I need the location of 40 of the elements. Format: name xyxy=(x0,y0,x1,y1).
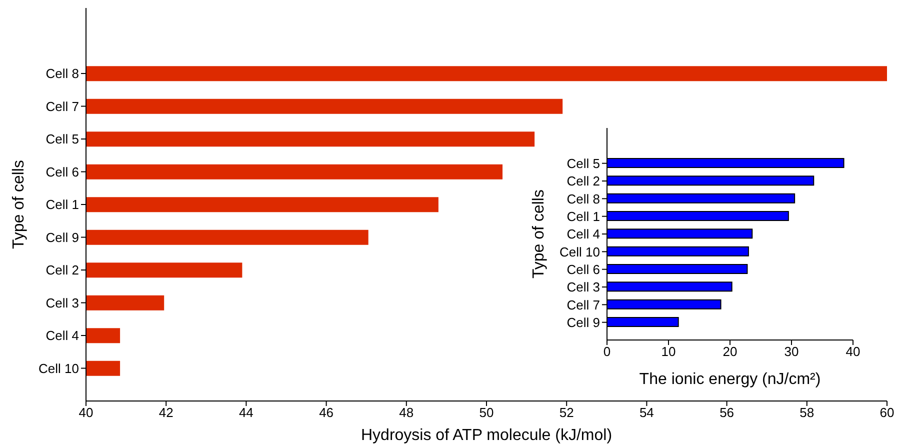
y-tick-label: Cell 6 xyxy=(46,164,79,180)
x-tick-label: 30 xyxy=(784,344,799,360)
y-tick-label: Cell 1 xyxy=(46,197,79,212)
y-tick-label: Cell 10 xyxy=(38,360,79,376)
y-tick-label: Cell 4 xyxy=(46,328,79,344)
y-axis-title: Type of cells xyxy=(10,160,28,249)
x-tick-label: 42 xyxy=(158,405,174,420)
y-tick-label: Cell 2 xyxy=(46,262,79,278)
y-tick-label: Cell 3 xyxy=(566,280,600,295)
y-tick-label: Cell 5 xyxy=(46,132,79,147)
x-tick-label: 50 xyxy=(479,405,494,420)
y-tick-label: Cell 9 xyxy=(566,314,600,330)
y-tick-label: Cell 7 xyxy=(46,98,79,114)
x-tick-label: 40 xyxy=(78,405,94,420)
y-tick-label: Cell 5 xyxy=(566,156,600,171)
x-tick-label: 60 xyxy=(880,405,894,420)
y-tick-label: Cell 1 xyxy=(566,208,600,224)
x-tick-label: 58 xyxy=(800,405,814,420)
x-tick-label: 10 xyxy=(661,344,676,360)
y-tick-label: Cell 6 xyxy=(566,262,600,277)
y-tick-label: Cell 10 xyxy=(560,244,600,260)
y-tick-label: Cell 8 xyxy=(46,66,79,82)
x-tick-label: 54 xyxy=(639,405,654,420)
y-tick-label: Cell 3 xyxy=(46,295,79,310)
x-tick-label: 52 xyxy=(559,405,574,420)
x-axis-title: The ionic energy (nJ/cm²) xyxy=(639,371,821,388)
x-tick-label: 0 xyxy=(603,344,611,360)
x-axis-title: Hydroysis of ATP molecule (kJ/mol) xyxy=(360,427,612,444)
x-tick-label: 44 xyxy=(238,405,254,420)
y-axis-title: Type of cells xyxy=(530,190,548,278)
x-tick-label: 46 xyxy=(319,405,334,420)
x-tick-label: 40 xyxy=(846,344,860,360)
y-tick-label: Cell 4 xyxy=(566,226,600,242)
x-tick-label: 20 xyxy=(722,344,738,360)
y-tick-label: Cell 8 xyxy=(566,191,600,206)
y-tick-label: Cell 7 xyxy=(566,297,600,312)
x-tick-label: 56 xyxy=(720,405,734,420)
x-tick-label: 48 xyxy=(399,405,414,420)
y-tick-label: Cell 2 xyxy=(566,174,600,189)
y-tick-label: Cell 9 xyxy=(46,230,79,245)
